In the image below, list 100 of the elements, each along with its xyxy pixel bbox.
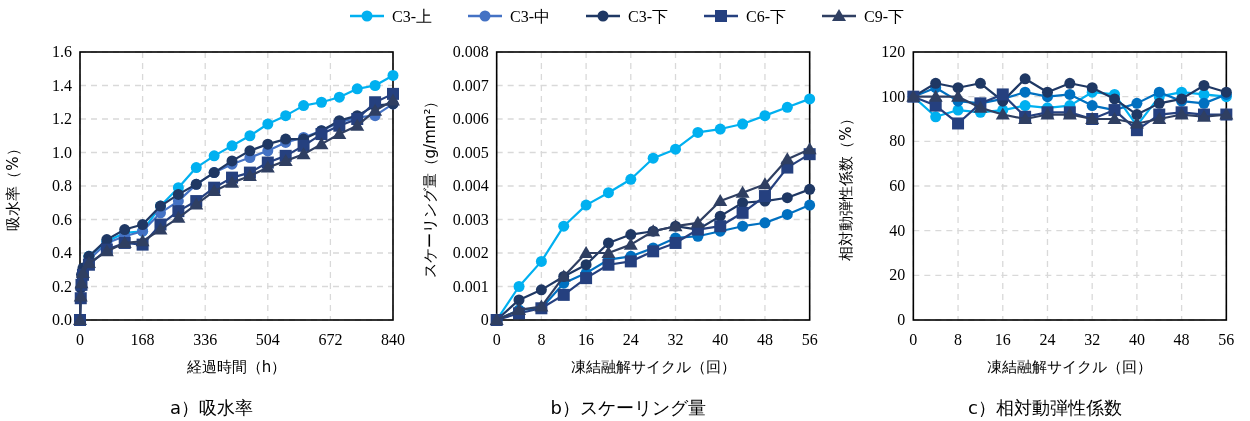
point [623,237,638,250]
legend-label: C3-中 [510,8,550,25]
legend-label: C3-上 [392,8,432,25]
legend-label: C3-下 [628,8,668,25]
point [781,101,793,113]
x-tick-label: 0 [492,331,501,348]
y-tick-label: 1.2 [52,110,72,127]
point [624,255,637,268]
point [780,152,795,165]
point [1152,112,1167,124]
x-tick-label: 56 [1218,331,1235,348]
x-tick-label: 16 [578,331,595,348]
y-tick-label: 1.6 [52,43,72,60]
point [737,220,749,232]
y-tick-label: 0.004 [452,177,489,194]
x-tick-label: 504 [255,331,280,348]
point [625,173,637,185]
point [759,110,771,122]
y-tick-label: 0.6 [52,210,72,228]
point [1198,80,1210,91]
x-tick-label: 168 [130,331,155,348]
point [172,188,184,200]
point [1086,82,1098,94]
x-tick-label: 40 [712,331,729,348]
point [930,111,942,123]
point [625,229,637,241]
point [974,77,986,89]
x-axis-title: 経過時間（h） [185,358,287,376]
point [1109,93,1121,105]
point [1107,112,1122,124]
y-tick-label: 0.003 [452,210,489,228]
point [535,284,547,296]
y-tick-label: 100 [881,87,906,105]
x-tick-label: 48 [1173,331,1190,348]
y-tick-label: 20 [889,266,906,284]
point [1064,88,1076,100]
point [735,185,750,198]
y-tick-label: 0 [480,311,489,328]
point [558,220,570,232]
point [535,255,547,267]
y-tick-label: 80 [889,132,906,150]
point [758,190,771,203]
point [1019,73,1031,85]
y-tick-label: 0.002 [452,244,489,261]
x-tick-label: 336 [193,331,218,348]
point [714,220,727,233]
point [602,237,614,249]
point [713,194,728,207]
y-tick-label: 1.0 [52,143,72,161]
point [368,103,383,116]
point [804,199,816,211]
point [670,143,682,155]
x-tick-label: 840 [381,331,405,348]
point [759,217,771,229]
y-tick-label: 0.007 [452,76,489,94]
point [135,234,150,247]
point [930,77,942,89]
point [351,83,363,95]
point [601,246,616,258]
y-axis-title: 吸水率（%） [4,141,22,231]
point [737,118,749,130]
point [669,236,682,249]
point [928,89,943,102]
text: c）相対動弾性係数 [967,397,1122,418]
point [647,245,660,258]
point [153,222,168,235]
point [1019,100,1031,112]
x-axis-title: 凍結融解サイクル（回） [987,358,1153,376]
point [350,118,365,131]
point [315,96,327,108]
x-tick-label: 8 [537,331,546,348]
point [262,138,274,150]
y-tick-label: 0.0 [52,311,72,328]
point [225,175,240,188]
point [386,93,400,106]
y-tick-label: 0.4 [52,244,72,261]
point [714,123,726,135]
point [802,142,817,155]
y-tick-label: 0.006 [452,110,489,127]
point [1086,100,1098,112]
point [171,210,186,223]
point [781,192,793,204]
point [1019,86,1031,98]
legend-label: C9-下 [864,8,904,25]
point [1131,109,1143,121]
point [1041,86,1053,98]
point [580,199,592,211]
x-axis-title: 凍結融解サイクル（回） [570,358,736,376]
point [1064,77,1076,89]
point [190,162,202,174]
point [995,107,1010,120]
x-tick-label: 8 [954,331,963,348]
legend-label: C6-下 [746,8,786,25]
point [226,140,238,152]
point [804,93,816,105]
y-tick-label: 0 [897,311,906,328]
y-axis-title: 相対動弾性係数（%） [837,111,856,261]
point [280,110,292,122]
point [579,246,594,258]
x-tick-label: 0 [909,331,918,348]
